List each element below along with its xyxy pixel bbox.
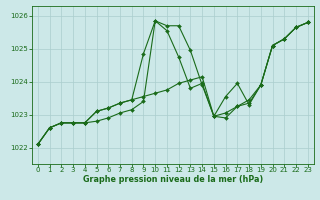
X-axis label: Graphe pression niveau de la mer (hPa): Graphe pression niveau de la mer (hPa) (83, 175, 263, 184)
